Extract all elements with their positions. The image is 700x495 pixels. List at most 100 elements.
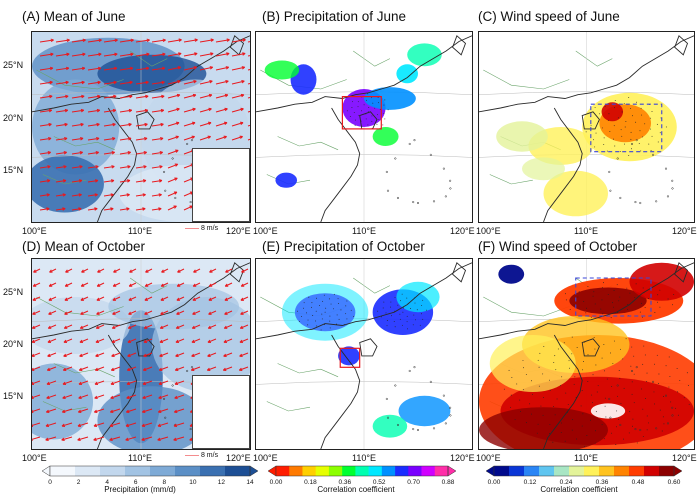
- wind-arrow: [126, 408, 137, 413]
- wind-arrow: [110, 380, 121, 385]
- island-dot: [635, 139, 638, 142]
- hainan-island: [359, 111, 378, 130]
- arrow-head: [127, 325, 132, 329]
- wind-arrow: [135, 81, 149, 85]
- arrow-head: [224, 283, 229, 287]
- arrow-head: [144, 283, 149, 287]
- stipple-dot: [593, 291, 595, 293]
- stipple-dot: [555, 369, 557, 371]
- arrow-head: [208, 93, 213, 98]
- wind-arrow: [93, 422, 105, 427]
- wind-arrow: [183, 94, 196, 99]
- coast-line: [479, 262, 694, 340]
- wind-arrow: [167, 39, 182, 43]
- stipple-dot: [549, 423, 551, 425]
- arrow-head: [238, 367, 243, 372]
- wind-arrow: [95, 338, 105, 343]
- wind-arrow: [207, 338, 217, 343]
- contour-fill: [398, 395, 451, 427]
- stipple-dot: [393, 321, 395, 322]
- stipple-dot: [406, 321, 408, 323]
- wind-arrow: [223, 366, 233, 371]
- arrow-head: [144, 311, 148, 315]
- stipple-dot: [676, 368, 678, 370]
- wind-arrow: [95, 352, 105, 357]
- wind-arrow: [240, 310, 249, 315]
- wind-arrow: [78, 380, 89, 385]
- arrow-head: [223, 339, 227, 343]
- wind-arrow: [32, 408, 41, 413]
- wind-arrow: [177, 282, 185, 287]
- stipple-dot: [585, 131, 587, 133]
- arrow-head: [128, 283, 133, 287]
- wind-arrow: [231, 39, 246, 43]
- arrow-head: [95, 325, 100, 329]
- island-dot: [186, 142, 189, 146]
- stipple-dot: [597, 385, 599, 387]
- arrow-head: [193, 79, 197, 84]
- arrow-head: [161, 269, 165, 273]
- colorbar-segment: [524, 466, 540, 476]
- stipple-dot: [601, 424, 603, 426]
- stipple-dot: [537, 423, 539, 425]
- arrow-head: [207, 339, 211, 343]
- island-dot: [630, 369, 634, 373]
- colorbar-extend-right: [673, 465, 683, 477]
- contour-fill: [32, 155, 104, 213]
- arrow-head: [48, 122, 52, 127]
- wind-arrow: [175, 366, 185, 371]
- coastline: [479, 262, 694, 449]
- stipple-dot: [565, 392, 567, 394]
- stipple-dot: [510, 406, 511, 408]
- stipple-dot: [677, 391, 678, 393]
- arrow-head: [129, 80, 133, 85]
- stipple-dot: [613, 290, 615, 291]
- stipple-dot: [306, 312, 308, 314]
- stipple-dot: [627, 308, 628, 310]
- arrow-head: [141, 409, 146, 414]
- arrow-head: [64, 122, 68, 127]
- arrow-head: [66, 38, 70, 43]
- wind-arrow: [49, 268, 57, 273]
- stipple-dot: [631, 381, 633, 383]
- stipple-dot: [605, 416, 607, 418]
- island-dot: [449, 179, 452, 182]
- island-dot: [664, 167, 668, 170]
- wind-arrow: [167, 191, 178, 197]
- stipple-dot: [642, 436, 644, 437]
- stipple-dot: [384, 118, 386, 120]
- stipple-dot: [617, 312, 619, 313]
- stipple-dot: [603, 438, 605, 440]
- stipple-dot: [401, 324, 403, 326]
- stipple-dot: [650, 150, 652, 152]
- wind-arrow: [111, 338, 121, 343]
- river-line: [277, 363, 339, 378]
- arrow-head: [191, 325, 196, 329]
- wind-arrow: [32, 352, 41, 357]
- wind-arrow: [135, 165, 147, 169]
- stipple-dot: [615, 444, 617, 446]
- stipple-dot: [608, 119, 609, 121]
- arrow-head: [49, 80, 53, 85]
- wind-arrow: [64, 324, 73, 329]
- arrow-head: [223, 135, 227, 139]
- wind-arrow: [207, 366, 217, 371]
- panel-title: (F) Wind speed of October: [478, 239, 638, 254]
- stipple-dot: [511, 377, 513, 378]
- arrow-head: [79, 353, 83, 357]
- island-dot: [386, 189, 390, 192]
- arrow-head: [61, 409, 66, 414]
- stipple-dot: [399, 318, 401, 320]
- stipple-dot: [390, 301, 392, 303]
- wind-arrow: [167, 108, 180, 113]
- island-dot: [671, 187, 674, 190]
- arrow-head: [158, 193, 162, 197]
- arrow-head: [111, 339, 115, 343]
- wind-arrow: [46, 394, 57, 399]
- island-dot: [608, 397, 611, 400]
- arrow-head: [49, 269, 53, 273]
- stipple-dot: [554, 355, 556, 357]
- stipple-dot: [596, 391, 598, 393]
- colorbar-tick-label: 0.60: [668, 479, 681, 486]
- stipple-dot: [414, 302, 416, 304]
